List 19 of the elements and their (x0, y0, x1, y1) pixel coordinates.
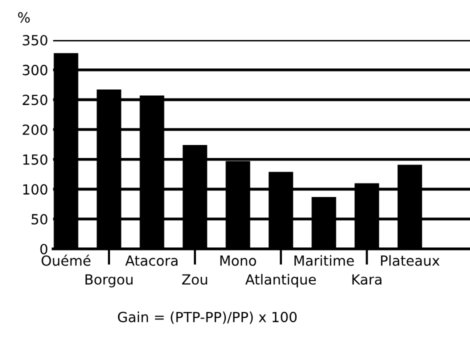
x-tick-label: Atlantique (245, 274, 316, 288)
y-axis-title: % (18, 12, 30, 23)
x-tick-label: Atacora (125, 256, 178, 266)
x-tick-label: Mono (220, 256, 256, 266)
y-tick-label: 0 (40, 244, 48, 254)
y-tick-label: 350 (22, 34, 48, 46)
y-tick-label: 50 (32, 214, 48, 224)
x-tick-label: Zou (182, 274, 208, 285)
x-tick-label: Maritime (294, 255, 354, 266)
y-tick-label: 250 (22, 94, 48, 106)
y-tick-label: 300 (22, 64, 48, 76)
y-tick-label: 200 (22, 124, 48, 135)
y-tick-label: 100 (23, 184, 48, 195)
x-tick-label: Borgou (86, 274, 133, 288)
x-axis-title: Gain = (PTP-PP)/PP) x 100 (118, 312, 297, 324)
y-tick-label: 150 (23, 154, 48, 165)
x-tick-label: Kara (352, 274, 382, 285)
x-tick-label: Plateaux (381, 255, 440, 266)
x-tick-label: Ouémé (42, 254, 90, 266)
